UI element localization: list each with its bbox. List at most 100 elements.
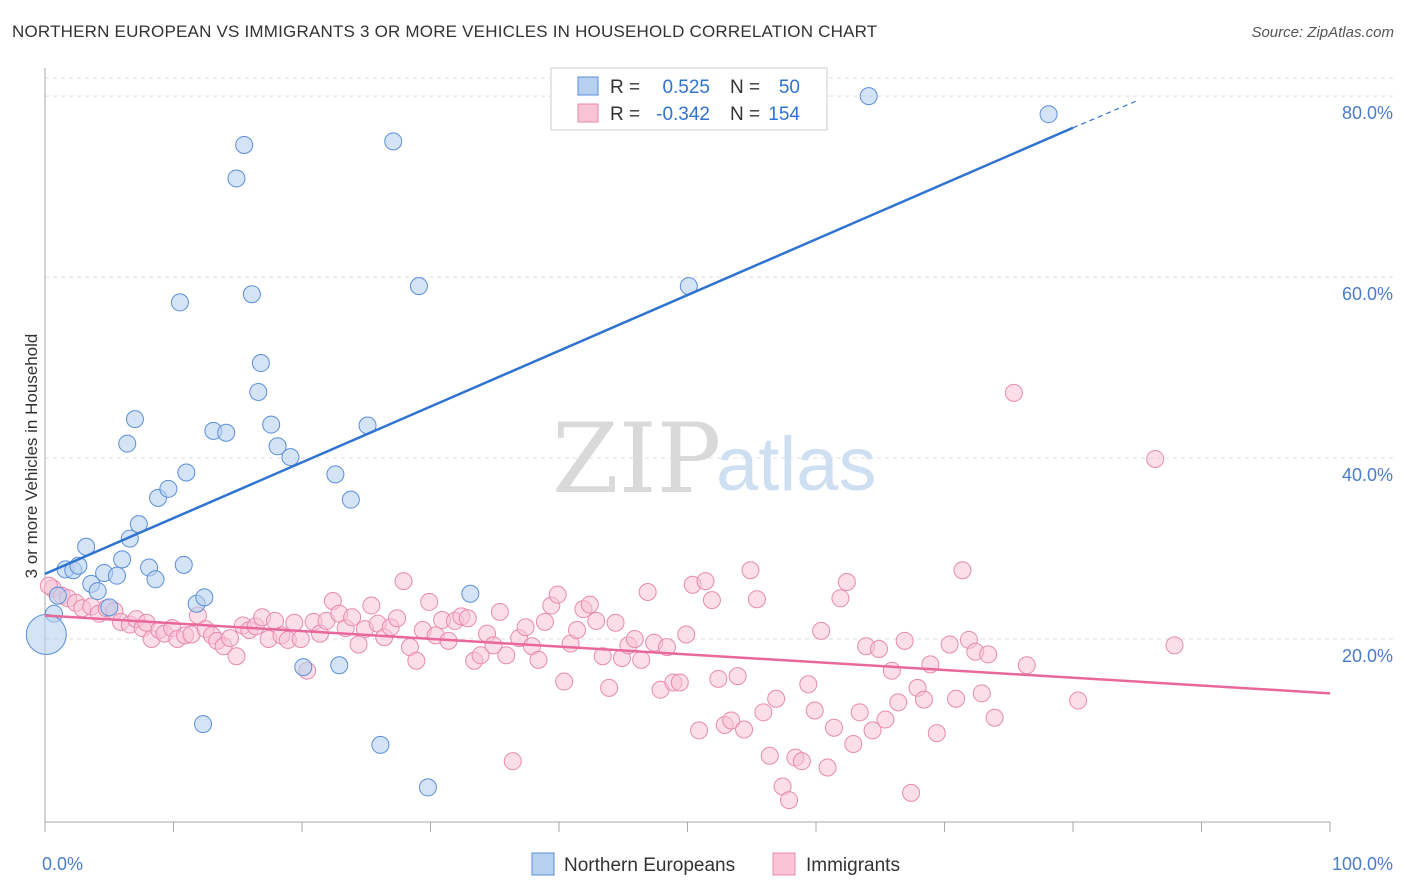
series-legend: Northern Europeans Immigrants — [531, 852, 900, 876]
y-tick-labels: 20.0% 40.0% 60.0% 80.0% — [1342, 103, 1393, 666]
northern-europeans-point-1 — [48, 586, 67, 605]
watermark-zip: ZIP — [552, 403, 721, 515]
y-tick-label-0: 20.0% — [1342, 646, 1393, 666]
immigrants-point-83 — [587, 611, 606, 630]
northern-europeans-point-11 — [113, 550, 132, 569]
immigrants-point-37 — [291, 630, 310, 649]
immigrants-point-99 — [690, 721, 709, 740]
northern-europeans-point-43 — [409, 277, 428, 296]
immigrants-point-69 — [497, 646, 516, 665]
northern-europeans-trend-line — [44, 126, 1074, 576]
northern-europeans-point-21 — [177, 463, 196, 482]
immigrants-point-110 — [760, 746, 779, 765]
northern-europeans-point-17 — [118, 434, 137, 453]
immigrants-point-142 — [972, 684, 991, 703]
immigrants-point-149 — [1165, 636, 1184, 655]
immigrants-point-94 — [657, 638, 676, 657]
immigrants-point-68 — [490, 602, 509, 621]
northern-europeans-point-34 — [268, 437, 287, 456]
immigrants-point-126 — [863, 721, 882, 740]
legend-swatch-pink — [577, 103, 599, 123]
immigrants-point-123 — [844, 734, 863, 753]
immigrants-point-77 — [548, 585, 567, 604]
northern-europeans-point-7 — [88, 582, 107, 601]
immigrants-point-45 — [343, 608, 362, 627]
y-tick-label-2: 60.0% — [1342, 284, 1393, 304]
northern-europeans-point-38 — [330, 656, 349, 675]
immigrants-point-55 — [407, 651, 426, 670]
northern-europeans-point-28 — [227, 169, 246, 188]
immigrants-point-85 — [600, 678, 619, 697]
immigrants-point-96 — [670, 673, 689, 692]
watermark-atlas: atlas — [716, 422, 877, 507]
x-tick-label-0: 0.0% — [42, 854, 83, 874]
northern-europeans-point-39 — [341, 490, 360, 509]
northern-europeans-point-45 — [461, 584, 480, 603]
bottom-legend-immigrants: Immigrants — [806, 855, 900, 876]
immigrants-point-90 — [632, 650, 651, 669]
legend-n-label-2: N = — [730, 104, 760, 125]
northern-europeans-point-37 — [326, 465, 345, 484]
northern-europeans-point-29 — [235, 135, 254, 154]
immigrants-point-134 — [914, 690, 933, 709]
northern-europeans-point-33 — [262, 415, 281, 434]
chart-title: NORTHERN EUROPEAN VS IMMIGRANTS 3 OR MOR… — [12, 22, 878, 41]
northern-europeans-point-22 — [174, 555, 193, 574]
axes — [44, 68, 1331, 832]
x-tick-labels: 0.0% 100.0% — [42, 854, 1393, 874]
immigrants-point-74 — [529, 650, 548, 669]
legend-r-value-2: -0.342 — [656, 104, 710, 125]
immigrants-point-46 — [349, 635, 368, 654]
northern-europeans-point-9 — [100, 598, 119, 617]
northern-europeans-point-16 — [125, 410, 144, 429]
northern-europeans-point-41 — [371, 735, 390, 754]
immigrants-point-107 — [741, 561, 760, 580]
legend-r-label-2: R = — [610, 104, 640, 125]
immigrants-point-72 — [516, 618, 535, 637]
northern-europeans-point-27 — [194, 715, 213, 734]
northern-europeans-point-26 — [217, 423, 236, 442]
immigrants-point-84 — [593, 647, 612, 666]
immigrants-point-86 — [606, 613, 625, 632]
grid-lines — [45, 77, 1395, 640]
immigrants-point-26 — [221, 629, 240, 648]
immigrants-point-67 — [484, 636, 503, 655]
immigrants-point-124 — [850, 703, 869, 722]
immigrants-point-111 — [767, 689, 786, 708]
immigrants-point-109 — [754, 703, 773, 722]
northern-europeans-trend-extension — [1072, 100, 1138, 129]
immigrants-point-143 — [979, 645, 998, 664]
immigrants-point-63 — [458, 609, 477, 628]
immigrants-point-121 — [831, 589, 850, 608]
northern-europeans-point-48 — [1039, 105, 1058, 124]
northern-europeans-point-15 — [146, 570, 165, 589]
immigrants-point-139 — [953, 561, 972, 580]
immigrants-point-113 — [780, 791, 799, 810]
immigrants-point-52 — [388, 609, 407, 628]
immigrants-point-104 — [722, 711, 741, 730]
y-tick-label-1: 40.0% — [1342, 465, 1393, 485]
immigrants-point-36 — [285, 613, 304, 632]
immigrants-point-127 — [869, 639, 888, 658]
immigrants-point-53 — [394, 572, 413, 591]
legend-n-label-1: N = — [730, 77, 760, 98]
immigrants-point-57 — [420, 592, 439, 611]
immigrants-point-115 — [792, 752, 811, 771]
immigrants-point-128 — [876, 710, 895, 729]
immigrants-point-122 — [837, 573, 856, 592]
immigrants-point-100 — [696, 572, 715, 591]
immigrants-point-105 — [728, 667, 747, 686]
y-tick-label-3: 80.0% — [1342, 103, 1393, 123]
bottom-legend-swatch-pink — [772, 852, 796, 876]
immigrants-point-82 — [580, 595, 599, 614]
immigrants-point-91 — [638, 582, 657, 601]
immigrants-point-106 — [735, 720, 754, 739]
trend-lines — [44, 100, 1331, 695]
bottom-legend-swatch-blue — [531, 852, 555, 876]
immigrants-point-97 — [677, 625, 696, 644]
immigrants-point-136 — [927, 724, 946, 743]
x-tick-label-1: 100.0% — [1332, 854, 1393, 874]
northern-europeans-point-32 — [251, 354, 270, 373]
immigrants-point-117 — [805, 701, 824, 720]
